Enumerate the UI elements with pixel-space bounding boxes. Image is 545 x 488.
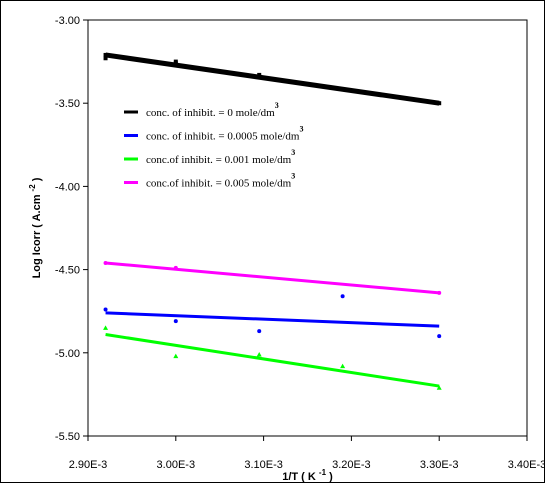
y-tick-label: -3.00 — [55, 15, 80, 27]
data-point-series-2 — [173, 319, 178, 324]
fit-line-series-2 — [105, 311, 440, 328]
y-axis-title-text: Log Icorr ( A.cm — [31, 194, 43, 278]
legend-label-text: conc. of inhibit. = 0 mole/dm — [146, 107, 275, 119]
data-point-series-3 — [436, 385, 442, 390]
fit-line-series-4 — [105, 261, 440, 295]
data-point-series-1 — [257, 74, 262, 79]
y-axis-title-sup: -2 — [28, 184, 37, 192]
y-tick-label: -5.00 — [55, 348, 80, 360]
x-tick-label: 3.30E-3 — [420, 459, 459, 471]
x-tick-label: 3.20E-3 — [332, 459, 371, 471]
x-axis-title-sup: -1 — [319, 468, 327, 477]
x-tick-label: 3.10E-3 — [244, 459, 283, 471]
data-point-series-4 — [103, 260, 108, 265]
legend-label-sup: 3 — [291, 172, 295, 181]
legend-label-sup: 3 — [275, 101, 279, 110]
legend-label-sup: 3 — [291, 148, 295, 157]
data-point-series-1 — [437, 101, 442, 106]
data-point-series-2 — [103, 307, 108, 312]
y-tick-label: -4.50 — [55, 265, 80, 277]
data-point-series-2 — [340, 294, 345, 299]
x-tick-label: 3.00E-3 — [157, 459, 196, 471]
legend-label-text: conc. of inhibit. = 0.0005 mole/dm — [146, 131, 300, 143]
data-point-series-1 — [173, 61, 178, 66]
x-tick-label: 3.40E-3 — [508, 459, 545, 471]
fit-lines — [105, 52, 440, 388]
x-axis-title-text: 1/T ( K — [282, 471, 316, 483]
legend-label-series-1: conc. of inhibit. = 0 mole/dm3 — [146, 101, 279, 119]
x-axis-title: 1/T ( K -1 ) — [282, 466, 333, 483]
x-axis-title-tail: ) — [329, 471, 333, 483]
fit-line-series-1 — [105, 52, 440, 106]
legend-label-series-4: conc.of inhibit. = 0.005 mole/dm3 — [146, 172, 295, 190]
data-point-series-1 — [103, 56, 108, 61]
data-point-series-2 — [257, 329, 262, 334]
legend-label-text: conc.of inhibit. = 0.005 mole/dm — [146, 178, 292, 190]
data-point-series-3 — [173, 353, 179, 359]
x-tick-label: 2.90E-3 — [69, 459, 108, 471]
legend-label-sup: 3 — [299, 125, 303, 134]
legend-label-series-2: conc. of inhibit. = 0.0005 mole/dm3 — [146, 125, 303, 143]
data-point-series-4 — [437, 290, 442, 295]
data-point-series-1 — [103, 52, 108, 57]
y-tick-label: -4.00 — [55, 181, 80, 193]
y-tick-label: -3.50 — [55, 98, 80, 110]
fit-line-series-3 — [105, 333, 440, 388]
legend-label-series-3: conc.of inhibit. = 0.001 mole/dm3 — [146, 148, 295, 166]
data-point-series-2 — [437, 334, 442, 339]
ticks-layer: 2.90E-3 3.00E-3 3.10E-3 3.20E-3 3.30E-3 3.40E… — [55, 15, 545, 471]
plot-frame — [87, 19, 528, 437]
data-point-series-3 — [103, 325, 109, 330]
data-point-series-3 — [256, 351, 262, 357]
y-axis-title: Log Icorr ( A.cm -2 ) — [26, 177, 43, 278]
y-axis-title-tail: ) — [31, 177, 43, 181]
y-tick-label: -5.50 — [55, 431, 80, 443]
data-point-series-3 — [340, 363, 346, 369]
data-point-series-4 — [173, 265, 178, 270]
data-points — [103, 52, 442, 390]
legend-label-text: conc.of inhibit. = 0.001 mole/dm — [146, 154, 292, 166]
